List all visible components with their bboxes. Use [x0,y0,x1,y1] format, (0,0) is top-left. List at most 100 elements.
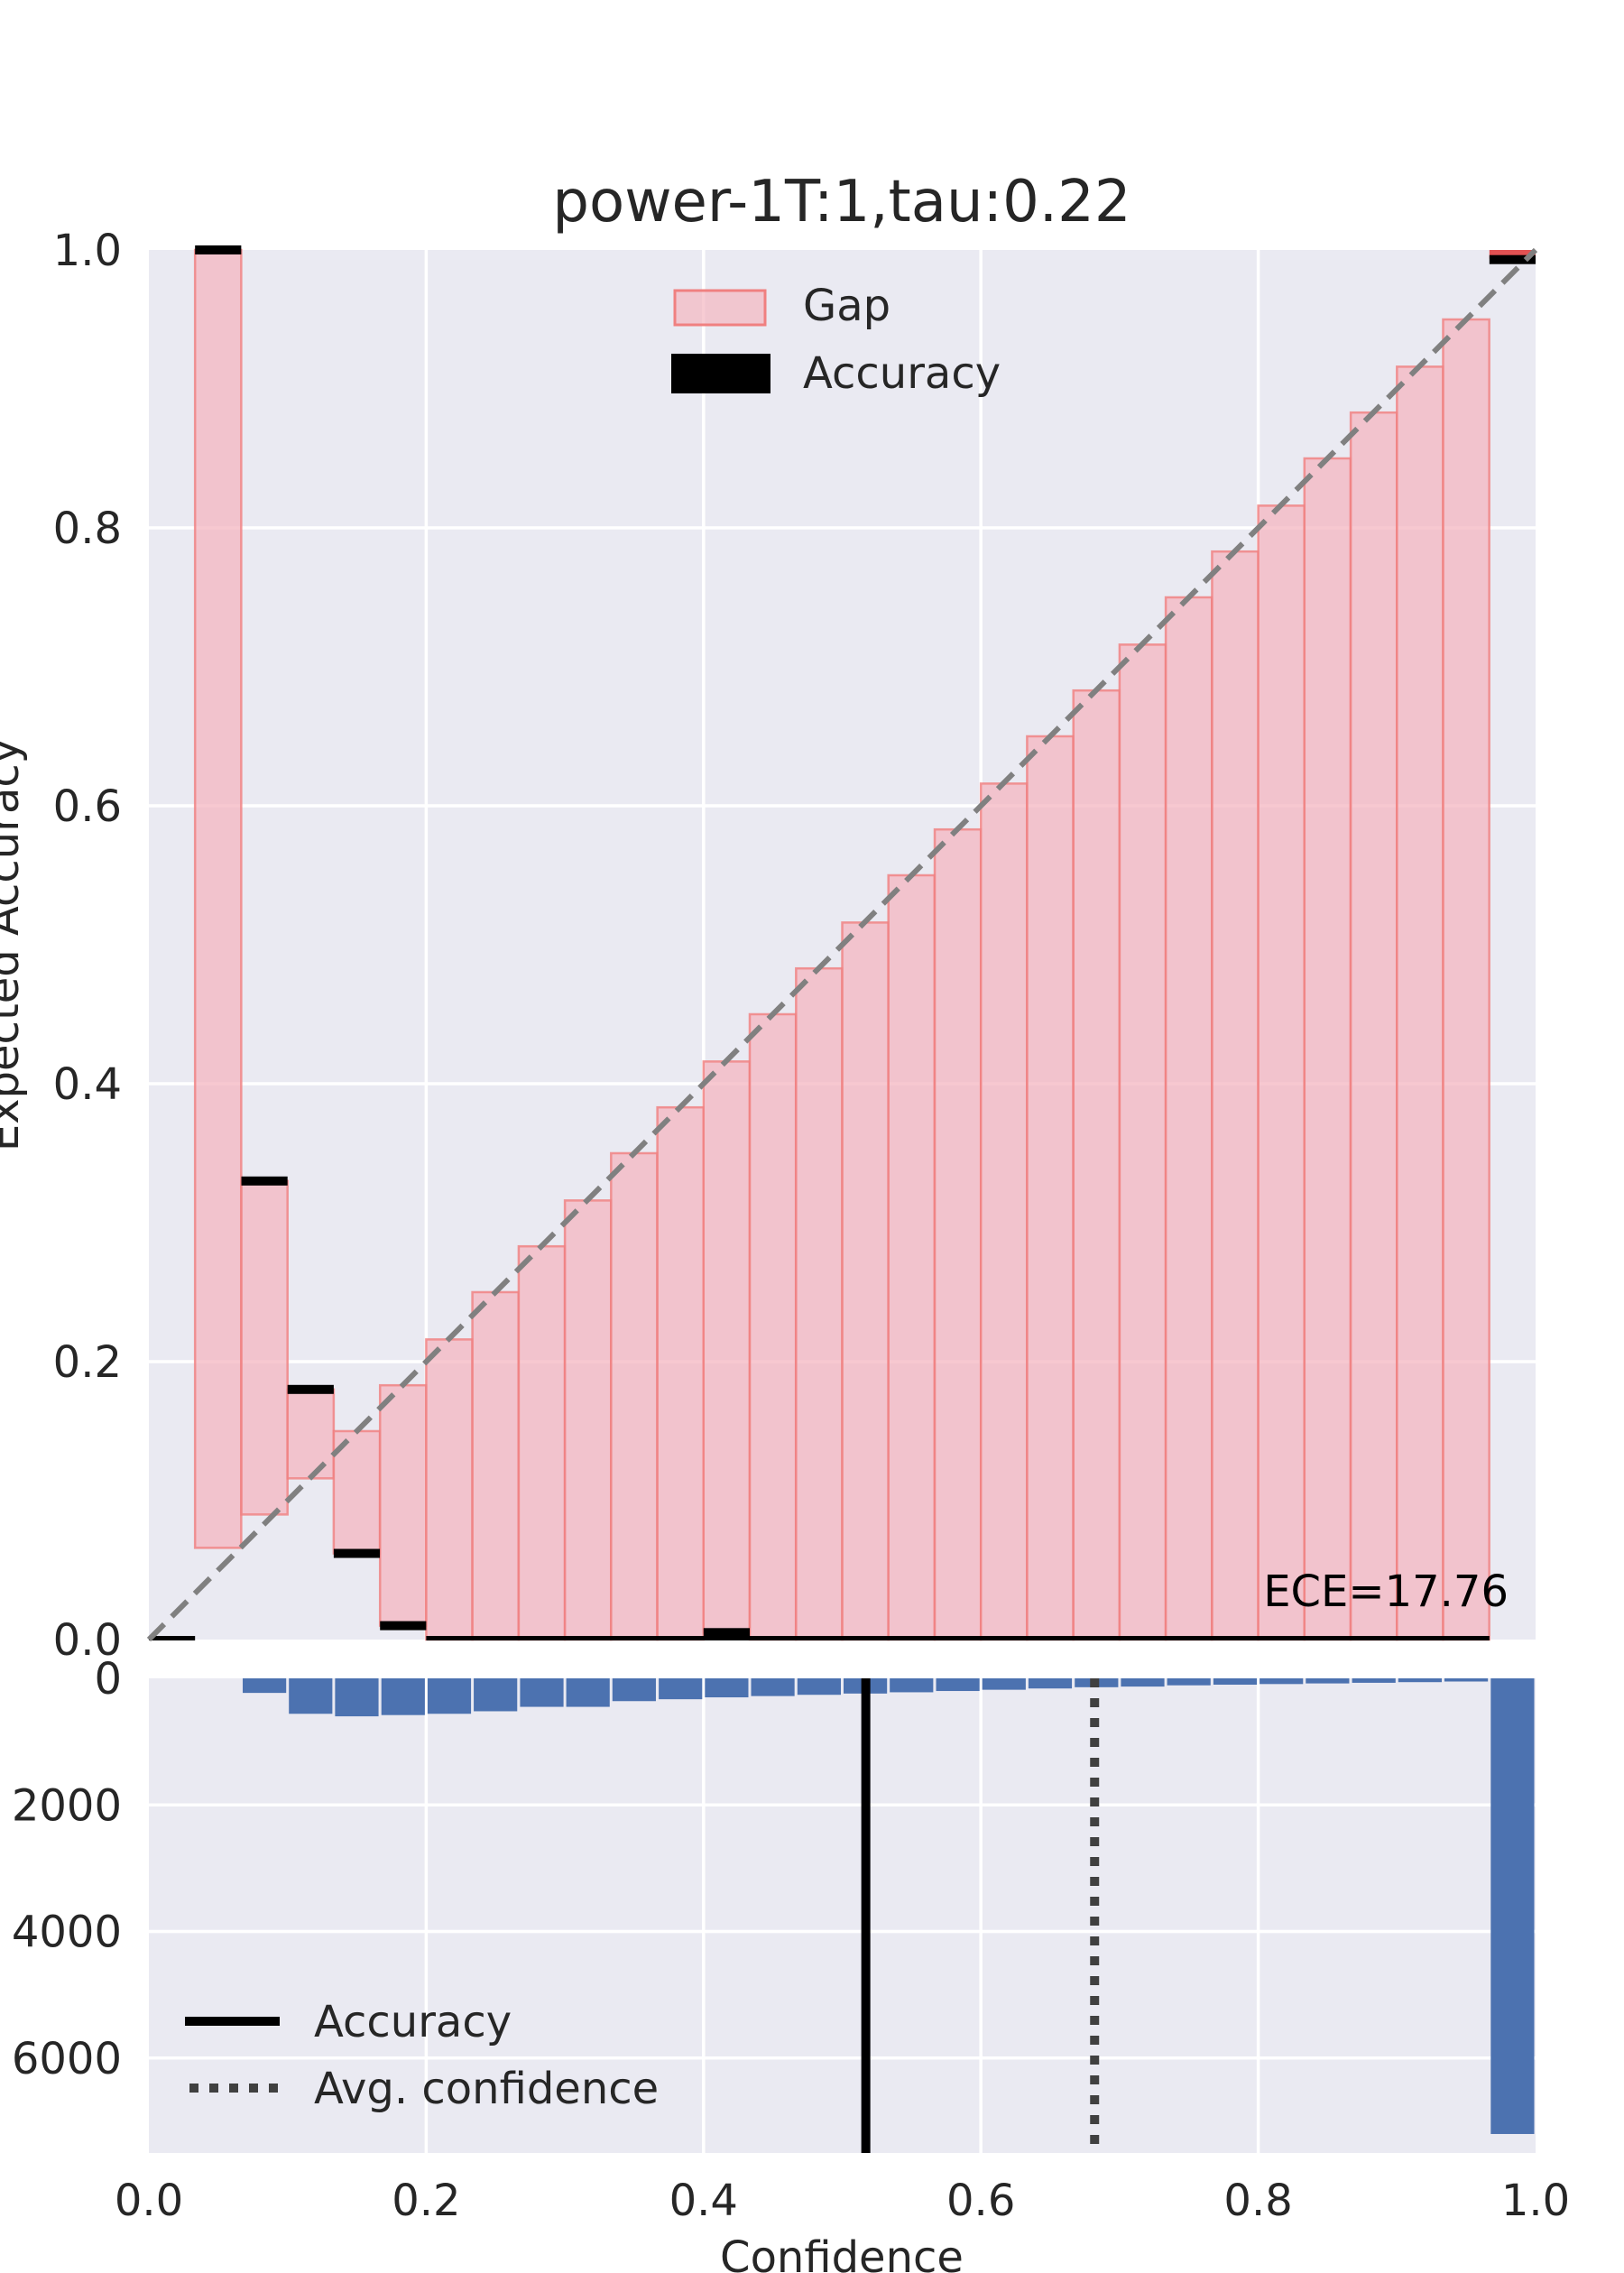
bottom-gridlines [149,1678,1536,2153]
histogram-bar [1352,1678,1396,1683]
gap-bar [1396,365,1444,1641]
gap-bar [563,1199,613,1641]
histogram-bar [1306,1678,1350,1684]
histogram-bar [474,1678,518,1712]
gap-bar [1026,735,1075,1641]
gap-bar [332,1429,382,1555]
gap-bar [1164,596,1213,1641]
gap-bar [933,827,983,1641]
histogram-bar [335,1678,379,1717]
histogram-bar [520,1678,564,1707]
histogram-bar [566,1678,610,1707]
gap-bar [610,1151,659,1641]
top-y-tick-label: 0.8 [53,504,122,554]
accuracy-mark [1489,254,1536,264]
histogram-bar [427,1678,472,1714]
x-tick-label: 0.2 [392,2176,460,2226]
histogram-bar [1398,1678,1442,1683]
accuracy-mark [195,245,242,254]
top-y-tick-label: 1.0 [53,226,122,276]
bottom-y-tick-label: 4000 [12,1908,122,1958]
gap-bar [1118,643,1167,1641]
gap-bar [425,1338,474,1641]
accuracy-mark [287,1384,334,1394]
x-tick-labels: 0.0 0.2 0.4 0.6 0.8 1.0 [115,2176,1570,2226]
histogram-bar [936,1678,980,1692]
x-tick-label: 1.0 [1501,2176,1570,2226]
legend-gap-label: Gap [803,281,890,331]
gap-bar [1257,504,1306,1641]
histogram-bar [289,1678,333,1714]
accuracy-zero-baseline [426,1636,1490,1640]
histogram-bar [1490,1678,1535,2134]
top-y-tick-label: 0.0 [53,1615,122,1666]
gap-bar [1072,688,1121,1641]
gap-bar [1349,411,1398,1641]
top-y-tick-label: 0.4 [53,1059,122,1110]
histogram-bar [243,1678,287,1694]
histogram-bars [243,1678,1535,2134]
x-tick-label: 0.8 [1223,2176,1292,2226]
bottom-y-tick-label: 6000 [12,2034,122,2084]
histogram-bar [1028,1678,1073,1689]
gap-bar [841,921,890,1641]
histogram-bar [659,1678,703,1700]
legend-accuracy-line-label: Accuracy [314,1997,512,2047]
top-legend: Gap Accuracy [671,281,1001,399]
gap-bar [1489,250,1536,259]
y-axis-label: Expected Accuracy [0,738,29,1151]
x-tick-label: 0.6 [946,2176,1015,2226]
gap-bar [748,1012,798,1641]
reliability-panel: power-1T:1,tau:0.22 0.0 0.2 0.4 0.6 0.8 1.0 E… [0,169,1538,1666]
legend-accuracy-label: Accuracy [803,348,1001,399]
top-y-tick-label: 0.2 [53,1337,122,1388]
accuracy-mark [149,1636,196,1640]
histogram-bar [612,1678,656,1702]
bottom-y-tick-labels: 0 2000 4000 6000 [12,1654,122,2084]
histogram-bar [797,1678,841,1696]
histogram-panel: 0 2000 4000 6000 0.0 0.2 0.4 0.6 0.8 1.0 Confide… [12,1654,1570,2273]
histogram-bar [705,1678,749,1698]
x-tick-label: 0.0 [115,2176,183,2226]
histogram-bar [751,1678,795,1696]
perfect-calibration-diagonal [146,247,1538,1642]
gap-bar [656,1105,706,1641]
gap-bar [1303,457,1352,1641]
bottom-y-tick-label: 2000 [12,1780,122,1831]
histogram-bar [1167,1678,1211,1686]
gap-bar [286,1388,336,1480]
gap-bar [471,1290,521,1641]
ece-annotation: ECE=17.76 [1263,1566,1509,1617]
gap-bar [1442,318,1490,1641]
histogram-bar [1121,1678,1165,1687]
accuracy-mark [703,1628,750,1638]
gap-bar [979,782,1029,1641]
accuracy-mark [380,1621,427,1631]
histogram-reference-lines [861,1678,1100,2153]
legend-gap-swatch [673,289,767,327]
accuracy-mark [241,1176,288,1186]
gap-bar [1211,550,1260,1641]
chart-title: power-1T:1,tau:0.22 [552,169,1130,236]
legend-accuracy-swatch [671,354,770,393]
bottom-y-tick-label: 0 [94,1654,122,1705]
x-tick-label: 0.4 [669,2176,738,2226]
bottom-plot-area [149,1678,1536,2153]
histogram-bar [1260,1678,1304,1685]
x-axis-label: Confidence [720,2232,964,2273]
gap-bar [795,966,844,1641]
gap-bar [517,1244,567,1641]
top-y-tick-label: 0.6 [53,781,122,832]
histogram-bar [982,1678,1026,1690]
histogram-bar [1213,1678,1258,1686]
histogram-bar [381,1678,425,1715]
gap-bar [378,1383,428,1627]
gap-bar [887,873,937,1641]
histogram-bar [1444,1678,1489,1682]
gap-bar [193,248,243,1549]
bottom-legend: Accuracy Avg. confidence [185,1997,659,2114]
top-y-tick-labels: 0.0 0.2 0.4 0.6 0.8 1.0 [53,226,122,1666]
accuracy-mark [333,1548,381,1558]
histogram-bar [890,1678,934,1693]
